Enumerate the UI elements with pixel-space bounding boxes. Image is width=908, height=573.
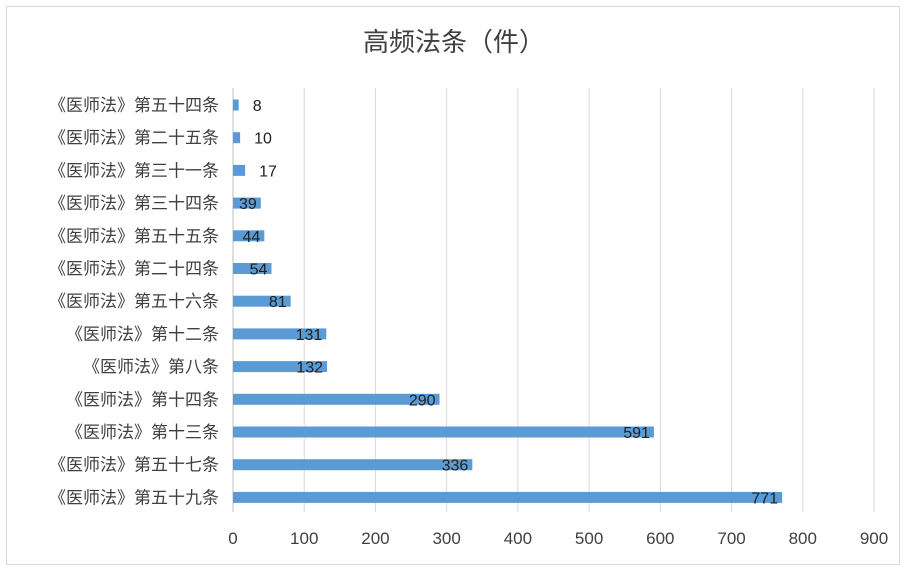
bar — [233, 491, 783, 503]
bar — [233, 328, 327, 340]
data-label: 44 — [243, 229, 261, 246]
data-label: 290 — [409, 392, 436, 409]
x-tick-label: 900 — [860, 529, 888, 548]
data-label: 10 — [254, 131, 272, 148]
category-label: 《医师法》第三十四条 — [49, 194, 219, 214]
x-tick-label: 100 — [290, 529, 318, 548]
category-label: 《医师法》第五十七条 — [49, 456, 219, 476]
x-tick-label: 400 — [504, 529, 532, 548]
category-label: 《医师法》第十四条 — [66, 390, 219, 410]
chart-frame — [6, 6, 900, 565]
category-label: 《医师法》第五十四条 — [49, 96, 219, 116]
category-label: 《医师法》第五十五条 — [49, 227, 219, 247]
bar — [233, 426, 654, 438]
bar — [233, 99, 239, 111]
x-tick-label: 0 — [228, 529, 237, 548]
x-tick-label: 700 — [717, 529, 745, 548]
bar — [233, 263, 272, 274]
x-tick-label: 800 — [789, 529, 817, 548]
category-label: 《医师法》第二十五条 — [49, 129, 219, 149]
x-tick-label: 600 — [646, 529, 674, 548]
x-tick-labels: 0 100 200 300 400 500 600 700 800 900 — [228, 529, 888, 548]
bar — [233, 459, 473, 471]
bar — [233, 295, 291, 307]
bars — [233, 99, 783, 503]
data-label: 591 — [623, 425, 650, 442]
data-label: 131 — [296, 327, 323, 344]
data-label: 39 — [239, 196, 257, 213]
bar — [233, 164, 246, 176]
category-labels: 《医师法》第五十四条《医师法》第二十五条《医师法》第三十一条《医师法》第三十四条… — [49, 96, 219, 508]
chart-title: 高频法条（件） — [362, 28, 545, 58]
gridlines — [232, 88, 875, 512]
bar — [233, 393, 440, 405]
category-label: 《医师法》第八条 — [83, 358, 219, 378]
x-tick-label: 300 — [432, 529, 460, 548]
x-tick-label: 500 — [575, 529, 603, 548]
category-label: 《医师法》第五十九条 — [49, 488, 219, 508]
category-label: 《医师法》第十二条 — [66, 325, 219, 345]
data-label: 132 — [296, 360, 323, 377]
data-label: 771 — [751, 490, 778, 507]
data-label: 81 — [269, 294, 287, 311]
category-label: 《医师法》第二十四条 — [49, 260, 219, 280]
data-label: 8 — [253, 98, 262, 115]
data-label: 336 — [442, 458, 469, 475]
category-label: 《医师法》第五十六条 — [49, 292, 219, 312]
data-label: 54 — [250, 262, 268, 279]
category-label: 《医师法》第十三条 — [66, 423, 219, 443]
data-label: 17 — [259, 163, 277, 180]
category-label: 《医师法》第三十一条 — [49, 161, 219, 181]
bar — [233, 197, 261, 209]
x-tick-label: 200 — [361, 529, 389, 548]
bar — [233, 361, 328, 373]
bar — [233, 230, 265, 242]
bar — [233, 132, 241, 144]
